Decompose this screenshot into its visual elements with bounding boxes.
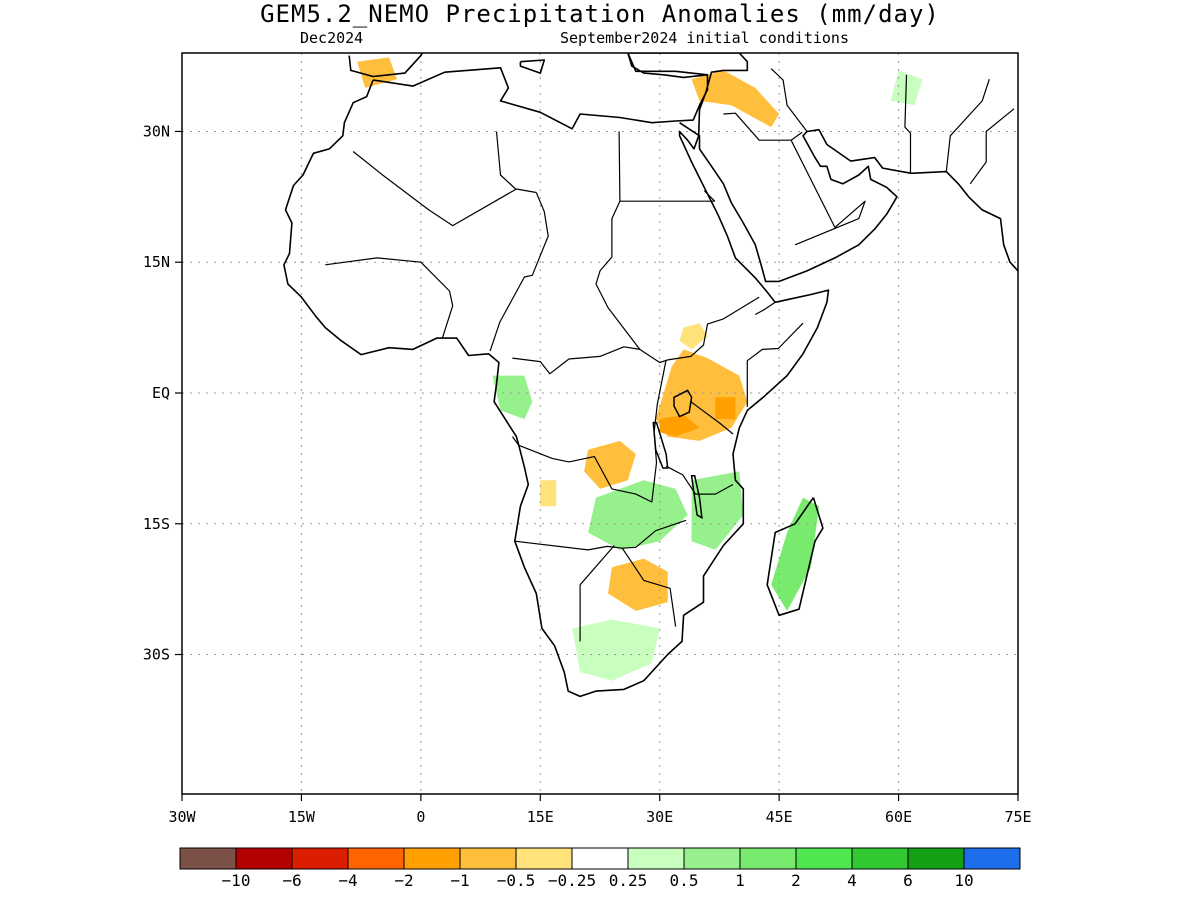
lon-tick-label: 75E: [1004, 808, 1031, 826]
country-border: [512, 346, 640, 375]
country-border: [969, 108, 1015, 185]
colorbar-label: −1: [450, 871, 469, 890]
country-border: [352, 151, 537, 227]
colorbar-label: 2: [791, 871, 801, 890]
country-border: [723, 112, 792, 141]
country-border: [746, 322, 804, 407]
country-border: [755, 301, 776, 316]
colorbar-swatch: [851, 847, 909, 870]
lon-tick-label: 30E: [646, 808, 673, 826]
anomaly-ethiopia-dry: [679, 323, 708, 350]
lon-tick-label: 15E: [527, 808, 554, 826]
colorbar-swatch: [571, 847, 629, 870]
forecast-month: Dec2024: [300, 29, 364, 47]
country-border: [579, 545, 615, 586]
anomaly-madagascar-wet: [771, 497, 819, 611]
coastline-sicily: [519, 59, 546, 74]
colorbar-label: −10: [222, 871, 251, 890]
map-frame: [181, 52, 1019, 795]
colorbar-label: −0.5: [497, 871, 536, 890]
initial-conditions-label: September2024 initial conditions: [560, 29, 849, 47]
lon-tick-label: 60E: [885, 808, 912, 826]
lon-tick-label: 15W: [288, 808, 316, 826]
longitude-axis: 30W 15W 0 15E 30E 45E 60E 75E: [168, 794, 1032, 826]
colorbar-swatch: [963, 847, 1021, 870]
country-border: [665, 465, 734, 495]
colorbar-swatch: [291, 847, 349, 870]
coastline-madagascar: [766, 497, 824, 617]
anomaly-botswana-dry: [608, 558, 668, 611]
colorbar-swatch: [179, 847, 237, 870]
map-plot-area: [182, 53, 1018, 794]
lat-lon-grid: [182, 53, 1018, 794]
anomaly-gabon-wet: [492, 375, 533, 420]
coastline-turkey: [627, 53, 708, 79]
colorbar-swatch: [459, 847, 517, 870]
colorbar-swatch: [515, 847, 573, 870]
country-border: [489, 192, 549, 352]
country-border: [790, 139, 866, 246]
coastline-mediterranean-north: [348, 53, 424, 78]
colorbar-swatch: [795, 847, 853, 870]
coastlines-and-borders: [283, 53, 1018, 698]
anomaly-south-africa-wet: [572, 619, 660, 681]
country-border: [325, 257, 454, 339]
country-border: [790, 131, 803, 141]
colorbar-swatch: [235, 847, 293, 870]
lat-tick-label: EQ: [152, 384, 170, 402]
country-border: [904, 74, 912, 174]
colorbar-label: −4: [338, 871, 357, 890]
lat-tick-label: 30N: [143, 122, 170, 140]
colorbar-swatch: [403, 847, 461, 870]
country-border: [703, 190, 716, 202]
country-border: [511, 359, 667, 503]
country-border: [621, 547, 677, 627]
colorbar-swatch: [907, 847, 965, 870]
anomaly-tanzania-core-dry: [659, 414, 700, 437]
colorbar-label: −0.25: [548, 871, 596, 890]
coastline-africa: [283, 53, 830, 698]
anomaly-zambia-wet: [588, 480, 688, 550]
colorbar-label: 10: [954, 871, 973, 890]
colorbar-swatch: [627, 847, 685, 870]
colorbar-label: 0.25: [609, 871, 648, 890]
colorbar-label: −2: [394, 871, 413, 890]
anomaly-fields: [357, 57, 923, 681]
colorbar: −10 −6 −4 −2 −1 −0.5 −0.25 0.25 0.5 1 2 4 6 10: [179, 847, 1021, 890]
lake-malawi: [690, 475, 703, 520]
colorbar-label: 1: [735, 871, 745, 890]
anomaly-morocco-dry: [357, 57, 397, 88]
country-border: [690, 401, 734, 435]
coastline-arabia: [679, 122, 1018, 283]
country-border: [770, 68, 808, 132]
anomaly-kenya-core-dry: [715, 397, 736, 420]
anomaly-mozambique-wet: [691, 471, 744, 550]
lon-tick-label: 30W: [168, 808, 196, 826]
anomaly-angola-dry: [540, 480, 557, 507]
page-title: GEM5.2_NEMO Precipitation Anomalies (mm/…: [260, 0, 940, 28]
lon-tick-label: 0: [416, 808, 425, 826]
colorbar-label: 0.5: [670, 871, 699, 890]
lon-tick-label: 45E: [766, 808, 793, 826]
anomaly-levant-dry: [691, 70, 780, 128]
lat-tick-label: 15N: [143, 253, 170, 271]
anomaly-congo-dry: [584, 440, 636, 489]
coastline-italy: [484, 53, 488, 54]
country-border: [595, 131, 760, 364]
country-border: [945, 79, 990, 172]
colorbar-label: 4: [847, 871, 857, 890]
lake-victoria: [673, 389, 693, 418]
colorbar-swatch: [683, 847, 741, 870]
colorbar-label: −6: [282, 871, 301, 890]
colorbar-label: 6: [903, 871, 913, 890]
lat-tick-label: 30S: [143, 646, 170, 664]
colorbar-swatch: [347, 847, 405, 870]
latitude-axis: 30N 15N EQ 15S 30S: [143, 122, 182, 664]
country-border: [495, 131, 517, 190]
lat-tick-label: 15S: [143, 515, 170, 533]
colorbar-swatch: [739, 847, 797, 870]
